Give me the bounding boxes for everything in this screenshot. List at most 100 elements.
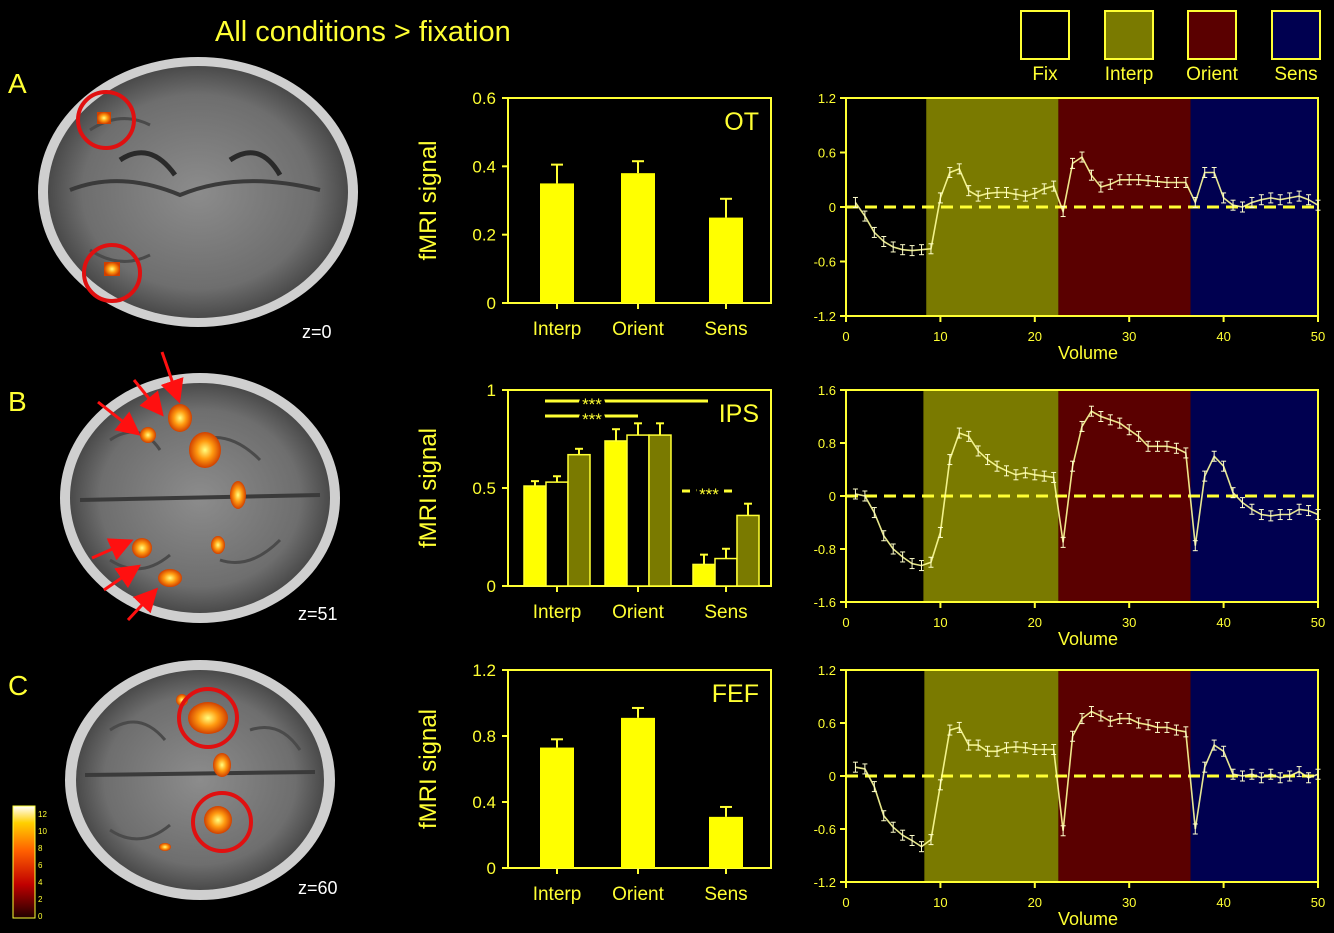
- x-tick-label: Orient: [612, 319, 664, 340]
- y-tick-label: 0: [487, 859, 496, 878]
- legend-label-sens: Sens: [1274, 64, 1318, 85]
- x-tick-label: Sens: [704, 884, 747, 905]
- x-tick-label: 20: [1028, 615, 1042, 630]
- x-axis-label: Volume: [1058, 343, 1118, 363]
- y-tick-label: 0: [487, 294, 496, 313]
- bar: [626, 434, 650, 587]
- x-tick-label: 50: [1311, 895, 1325, 910]
- y-tick-label: 0.8: [472, 727, 496, 746]
- colorbar: 12 10 8 6 4 2 0: [12, 805, 47, 921]
- y-tick-label: -1.2: [814, 309, 836, 324]
- legend-label-interp: Interp: [1104, 64, 1154, 85]
- panel-letter-a: A: [8, 68, 27, 99]
- x-tick-label: Sens: [704, 602, 747, 623]
- x-tick-label: 0: [842, 615, 849, 630]
- bar: [621, 717, 655, 868]
- region-label: OT: [724, 108, 759, 136]
- x-tick-label: 40: [1216, 329, 1230, 344]
- x-tick-label: 0: [842, 895, 849, 910]
- colorbar-tick-label: 2: [38, 895, 43, 904]
- y-tick-label: 0.6: [818, 146, 836, 161]
- y-tick-label: 0: [829, 769, 836, 784]
- y-tick-label: 0.6: [818, 716, 836, 731]
- timecourse-chart-1: -1.2 -0.6 0 0.6 1.2 0 10 20 30 40 50 Volume: [814, 91, 1326, 363]
- bar: [545, 481, 569, 587]
- colorbar-tick-label: 12: [38, 810, 47, 819]
- legend-swatch-sens: [1271, 10, 1321, 60]
- bar: [604, 440, 628, 587]
- significance-label: ***: [582, 395, 602, 414]
- bar: [709, 217, 743, 303]
- x-tick-label: 0: [842, 329, 849, 344]
- y-tick-label: 1: [487, 381, 496, 400]
- y-tick-label: 1.6: [818, 383, 836, 398]
- panel-letter-c: C: [8, 670, 29, 701]
- x-tick-label: 10: [933, 615, 947, 630]
- bar-chart-ot: 0 0.2 0.4 0.6 fMRI signal OT Interp Orient Sens: [415, 89, 772, 340]
- brain-slice-b: [60, 351, 340, 623]
- x-tick-label: Interp: [533, 602, 582, 623]
- x-tick-label: 10: [933, 895, 947, 910]
- y-tick-label: 0: [487, 577, 496, 596]
- y-tick-label: 1.2: [472, 661, 496, 680]
- brain-slice-a: [38, 57, 358, 327]
- y-axis-label: fMRI signal: [415, 428, 442, 548]
- bar: [714, 557, 738, 587]
- bar: [540, 183, 574, 303]
- y-tick-label: -0.8: [814, 542, 836, 557]
- roi-circle-ot-1: [76, 90, 136, 150]
- colorbar-tick-label: 4: [38, 878, 43, 887]
- significance-label: ***: [582, 410, 602, 429]
- x-tick-label: 20: [1028, 895, 1042, 910]
- bar: [621, 173, 655, 303]
- legend-label-fix: Fix: [1032, 64, 1058, 85]
- figure-title: All conditions > fixation: [215, 16, 511, 48]
- legend-label-orient: Orient: [1186, 64, 1238, 85]
- x-tick-label: Orient: [612, 884, 664, 905]
- slice-label-b: z=51: [298, 604, 338, 624]
- legend-swatch-fix: [1020, 10, 1070, 60]
- y-tick-label: 0.5: [472, 479, 496, 498]
- legend-swatch-interp: [1104, 10, 1154, 60]
- colorbar-tick-label: 8: [38, 844, 43, 853]
- x-tick-label: Interp: [533, 884, 582, 905]
- x-tick-label: Orient: [612, 602, 664, 623]
- x-axis-label: Volume: [1058, 909, 1118, 929]
- bar: [567, 453, 591, 587]
- bar-chart-fef: 0 0.4 0.8 1.2 fMRI signal FEF Interp Orient Sens: [415, 661, 772, 905]
- x-axis-label: Volume: [1058, 629, 1118, 649]
- y-tick-label: 1.2: [818, 663, 836, 678]
- x-tick-label: 30: [1122, 895, 1136, 910]
- colorbar-tick-label: 0: [38, 912, 43, 921]
- x-tick-label: 40: [1216, 615, 1230, 630]
- x-tick-label: Interp: [533, 319, 582, 340]
- colorbar-tick-label: 10: [38, 827, 47, 836]
- significance-label: ***: [699, 485, 719, 504]
- brain-slice-c: [65, 660, 335, 900]
- y-tick-label: -0.6: [814, 255, 836, 270]
- x-tick-label: Sens: [704, 319, 747, 340]
- y-tick-label: -1.6: [814, 595, 836, 610]
- bar: [736, 514, 760, 587]
- legend-swatch-orient: [1187, 10, 1237, 60]
- roi-circle-fef-2: [191, 791, 253, 853]
- panel-letter-b: B: [8, 386, 27, 417]
- y-tick-label: 0.4: [472, 157, 496, 176]
- x-tick-label: 10: [933, 329, 947, 344]
- y-tick-label: 0: [829, 489, 836, 504]
- x-tick-label: 20: [1028, 329, 1042, 344]
- bar: [648, 434, 672, 587]
- x-tick-label: 40: [1216, 895, 1230, 910]
- y-tick-label: -0.6: [814, 822, 836, 837]
- colorbar-ticks: 12 10 8 6 4 2 0: [38, 810, 47, 921]
- colorbar-tick-label: 6: [38, 861, 43, 870]
- roi-circle-ot-2: [82, 243, 142, 303]
- y-axis-label: fMRI signal: [415, 140, 442, 260]
- y-tick-label: 0.8: [818, 436, 836, 451]
- bar: [540, 747, 574, 868]
- x-tick-label: 50: [1311, 329, 1325, 344]
- x-tick-label: 30: [1122, 615, 1136, 630]
- timecourse-chart-3: -1.2 -0.6 0 0.6 1.2 0 10 20 30 40 50 Volume: [814, 663, 1326, 929]
- slice-label-a: z=0: [302, 322, 332, 342]
